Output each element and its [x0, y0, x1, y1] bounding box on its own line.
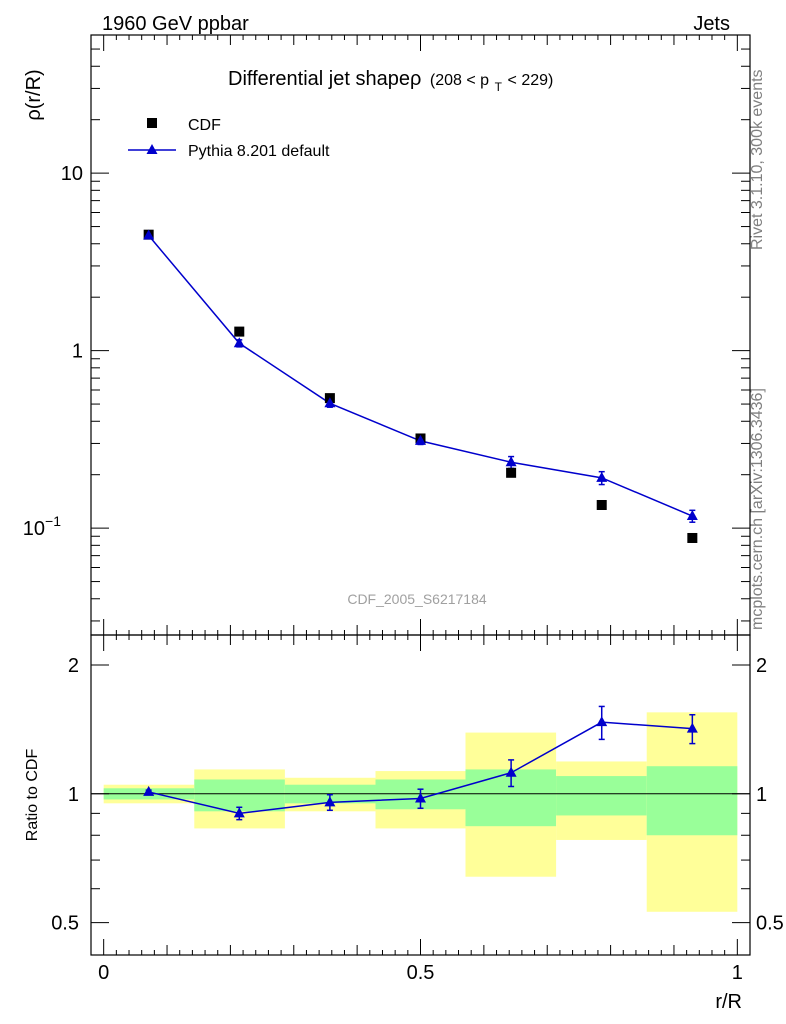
ratio-band-inner [646, 766, 738, 836]
ratio-xtick-label: 1 [732, 962, 743, 984]
ratio-ytick-label: 0.5 [51, 913, 79, 935]
ratio-point [415, 792, 426, 803]
cdf-point [687, 532, 698, 543]
ratio-ytick-labels: 2 2 1 1 0.5 0.5 [51, 655, 784, 935]
ratio-xtick-label: 0 [98, 962, 109, 984]
pythia-line [148, 235, 693, 517]
legend-marker-cdf [147, 118, 157, 128]
cdf-point [506, 467, 517, 478]
rivet-label: Rivet 3.1.10, 300k events [749, 69, 766, 250]
main-ytick-exponent: −1 [45, 513, 61, 529]
main-title: Differential jet shapeρ (208 < p T < 229… [228, 68, 553, 96]
ratio-point [143, 785, 155, 796]
main-title-range: (208 < p [430, 72, 489, 89]
ratio-ylabel: Ratio to CDF [24, 749, 41, 842]
main-title-sub: T [495, 80, 503, 94]
ratio-uncertainty-bands [103, 712, 738, 912]
ratio-ytick-label-right: 1 [756, 784, 767, 806]
ratio-ytick-label-right: 2 [756, 655, 767, 677]
ratio-ytick-label: 2 [68, 655, 79, 677]
pythia-point [415, 434, 426, 445]
ratio-point [505, 766, 517, 777]
main-ytick-label: 1 [72, 341, 83, 363]
pythia-point [505, 456, 517, 467]
ratio-frame [90, 634, 751, 956]
main-ylabel: ρ(r/R) [23, 69, 45, 120]
header-energy-label: 1960 GeV ppbar [102, 13, 249, 35]
ratio-axis-ticks [91, 635, 750, 955]
cdf-point [596, 499, 607, 510]
ratio-point [596, 716, 608, 727]
ratio-xtick-label: 0.5 [407, 962, 435, 984]
watermark: CDF_2005_S6217184 [347, 591, 487, 607]
ratio-band-inner [556, 776, 647, 816]
main-ytick-label: 10−1 [23, 513, 61, 540]
pythia-point [143, 229, 155, 240]
ratio-ytick-label: 1 [68, 784, 79, 806]
main-data-points [143, 229, 698, 543]
main-axis-ticks [91, 34, 750, 635]
cdf-point [234, 326, 245, 337]
ratio-point [686, 722, 698, 733]
legend-label-pythia: Pythia 8.201 default [188, 143, 330, 160]
ratio-point [324, 796, 336, 807]
ratio-panel: 2 21 10.5 0.5 0 0.5 1 Ratio to CDF r/R [24, 634, 784, 1013]
ratio-xtick-labels: 0 0.5 1 [98, 962, 743, 984]
legend-marker-pythia [146, 144, 158, 154]
pythia-point [324, 397, 336, 408]
pythia-point [233, 337, 245, 348]
pythia-point [596, 471, 608, 482]
legend-label-cdf: CDF [188, 117, 221, 134]
main-ytick-label: 10 [61, 163, 83, 185]
pythia-point [686, 510, 698, 521]
ratio-xlabel: r/R [715, 991, 742, 1013]
ratio-data-points [143, 705, 698, 821]
header-process-label: Jets [693, 13, 730, 35]
ratio-point [233, 807, 245, 818]
ratio-ytick-label-right: 0.5 [756, 913, 784, 935]
legend: CDF Pythia 8.201 default [128, 117, 330, 160]
main-title-text: Differential jet shapeρ [228, 68, 421, 90]
mcplots-label: mcplots.cern.ch [arXiv:1306.3436] [749, 388, 766, 630]
main-ytick-base: 10 [23, 518, 45, 540]
main-title-range-end: < 229) [508, 72, 554, 89]
